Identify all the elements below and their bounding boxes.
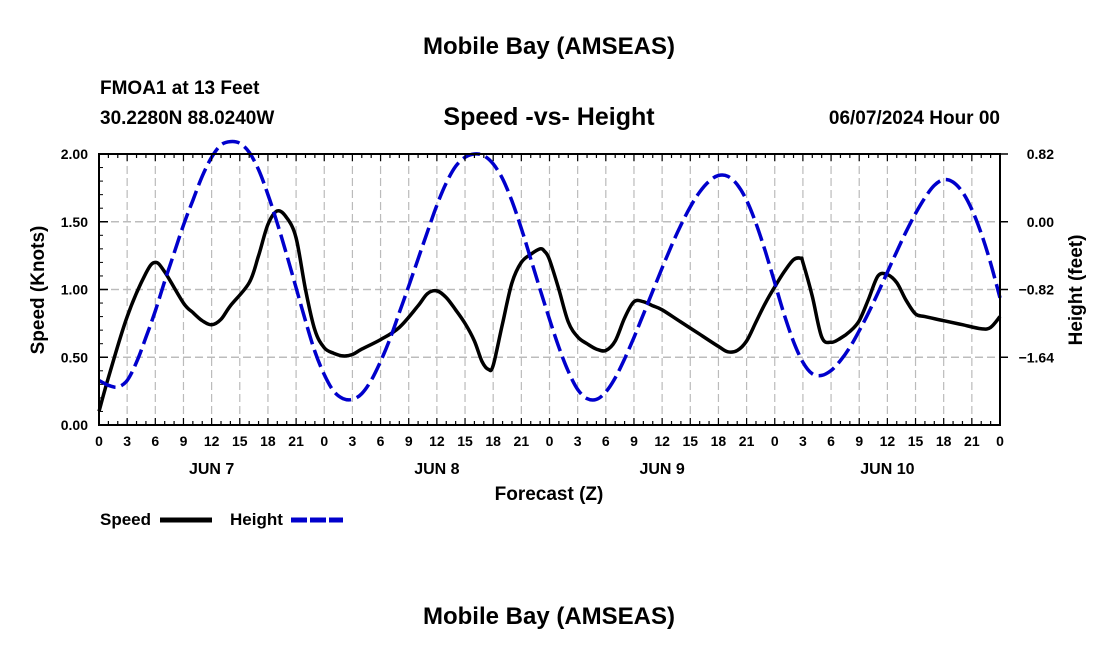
legend-speed-label: Speed (100, 510, 151, 529)
y2-tick-label: −1.64 (1019, 349, 1055, 365)
x-tick-label: 12 (880, 433, 896, 449)
x-tick-label: 15 (232, 433, 248, 449)
x-tick-label: 3 (349, 433, 357, 449)
day-label: JUN 7 (189, 461, 234, 478)
x-tick-label: 21 (514, 433, 530, 449)
x-axis-ticks: 0 3 6 9 12 15 18 21 0 3 6 9 12 15 18 21 0 3 6 9 12 15 18 21 0 3 6 9… (95, 154, 1004, 449)
day-label: JUN 8 (414, 461, 459, 478)
y-tick-label: 1.50 (61, 214, 88, 230)
x-tick-label: 6 (602, 433, 610, 449)
x-tick-label: 6 (827, 433, 835, 449)
x-tick-label: 0 (996, 433, 1004, 449)
y-axis-ticks: 0.00 0.50 1.00 1.50 2.00 (61, 146, 108, 433)
x-tick-label: 15 (457, 433, 473, 449)
legend-height-label: Height (230, 510, 283, 529)
page-title: Mobile Bay (AMSEAS) (423, 33, 675, 60)
x-tick-label: 18 (485, 433, 501, 449)
x-tick-label: 21 (739, 433, 755, 449)
x-tick-label: 6 (377, 433, 385, 449)
chart-title: Speed -vs- Height (443, 103, 655, 131)
day-label: JUN 9 (639, 461, 684, 478)
y2-tick-label: −0.82 (1019, 282, 1055, 298)
x-tick-label: 0 (546, 433, 554, 449)
x-tick-label: 3 (799, 433, 807, 449)
y-tick-label: 2.00 (61, 146, 88, 162)
x-tick-label: 9 (855, 433, 863, 449)
footer-title: Mobile Bay (AMSEAS) (423, 603, 675, 630)
x-tick-label: 21 (288, 433, 304, 449)
y2-tick-label: 0.82 (1027, 146, 1054, 162)
x-tick-label: 18 (711, 433, 727, 449)
y-tick-label: 0.50 (61, 349, 88, 365)
x-tick-label: 18 (936, 433, 952, 449)
x-tick-label: 6 (151, 433, 159, 449)
y-axis-label: Speed (Knots) (28, 226, 49, 355)
x-tick-label: 9 (405, 433, 413, 449)
y2-axis-ticks: 0.82 0.00 −0.82 −1.64 (1000, 146, 1054, 365)
series-line-height (98, 139, 1002, 402)
legend: Speed Height (100, 510, 343, 529)
grid-lines (99, 153, 1000, 425)
station-coords: 30.2280N 88.0240W (100, 108, 274, 129)
x-tick-label: 9 (630, 433, 638, 449)
day-label: JUN 10 (860, 461, 914, 478)
x-tick-label: 12 (654, 433, 670, 449)
station-label: FMOA1 at 13 Feet (100, 78, 260, 99)
series-layer (97, 139, 1002, 412)
x-axis-label: Forecast (Z) (495, 484, 604, 505)
x-tick-label: 3 (123, 433, 131, 449)
y-tick-label: 0.00 (61, 417, 88, 433)
y2-tick-label: 0.00 (1027, 214, 1054, 230)
x-tick-label: 15 (682, 433, 698, 449)
x-tick-label: 12 (429, 433, 445, 449)
x-tick-label: 9 (180, 433, 188, 449)
run-time: 06/07/2024 Hour 00 (829, 108, 1000, 129)
x-tick-label: 0 (95, 433, 103, 449)
x-tick-label: 12 (204, 433, 220, 449)
series-line-speed (97, 208, 1002, 412)
y-tick-label: 1.00 (61, 282, 88, 298)
x-tick-label: 21 (964, 433, 980, 449)
day-labels: JUN 7 JUN 8 JUN 9 JUN 10 (189, 461, 915, 478)
x-tick-label: 0 (771, 433, 779, 449)
x-tick-label: 3 (574, 433, 582, 449)
x-tick-label: 15 (908, 433, 924, 449)
x-tick-label: 18 (260, 433, 276, 449)
x-tick-label: 0 (320, 433, 328, 449)
y2-axis-label: Height (feet) (1066, 235, 1087, 346)
